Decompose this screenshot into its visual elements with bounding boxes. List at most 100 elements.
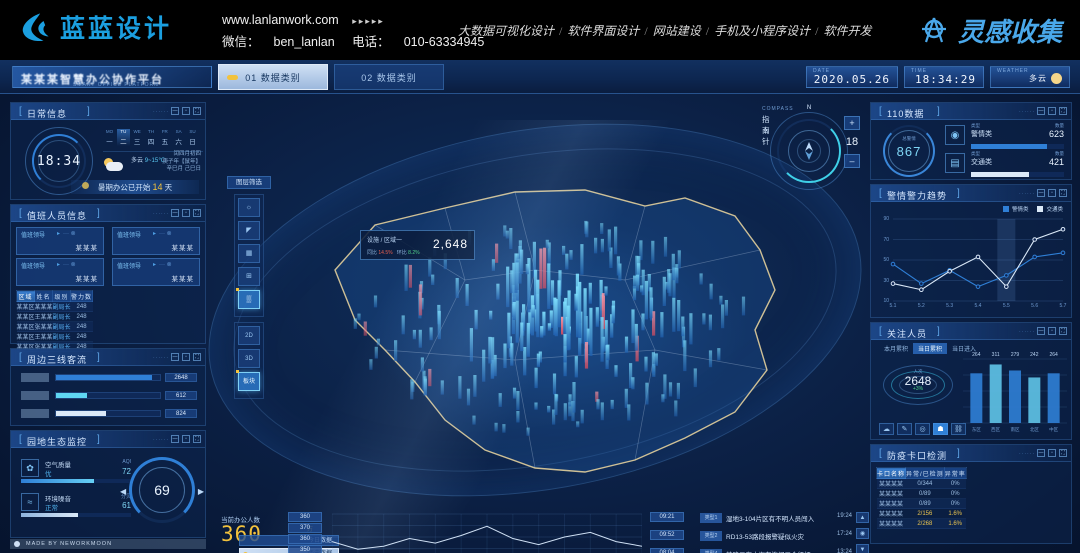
watch-tab-2[interactable]: 当日进入 (952, 347, 977, 353)
tab-data-category-01[interactable]: 01 数据类别 (218, 64, 328, 90)
minimize-icon[interactable]: — (171, 107, 179, 115)
flow-layer[interactable]: ◤ (238, 221, 260, 240)
col-header-3[interactable]: 警力数 (70, 290, 94, 302)
table-row[interactable]: 某某区 某某某 副局长 248 (16, 301, 93, 312)
col-header-1[interactable]: 姓名 (34, 290, 54, 302)
watch-tabs[interactable]: 本月累积 当日累积 当日进入 (879, 343, 981, 354)
col-header-2[interactable]: 级别 (52, 290, 72, 302)
table-row[interactable]: 某某某某 2/268 1.6% (876, 518, 967, 529)
expand-icon[interactable]: ⛶ (1059, 327, 1067, 335)
restore-icon[interactable]: ▫ (182, 107, 190, 115)
restore-icon[interactable]: ▫ (1048, 449, 1056, 457)
alert-locate[interactable]: ◉ (856, 528, 869, 539)
table-row[interactable]: 某某某某 2/156 1.6% (876, 508, 967, 519)
watch-tab-0[interactable]: 本月累积 (884, 347, 909, 353)
restore-icon[interactable]: ▫ (1048, 189, 1056, 197)
expand-icon[interactable]: ⛶ (1059, 107, 1067, 115)
weekday-3[interactable]: TH 四 (147, 129, 155, 146)
zoom-out-button[interactable]: – (844, 154, 860, 168)
minimize-icon[interactable]: — (1037, 107, 1045, 115)
minimize-icon[interactable]: — (171, 435, 179, 443)
weekday-2[interactable]: WE 三 (133, 129, 141, 146)
flow-bar-0: 2648 (21, 373, 197, 382)
minimize-icon[interactable]: — (1037, 189, 1045, 197)
service-2: 网站建设 (652, 24, 701, 38)
expand-icon[interactable]: ⛶ (1059, 189, 1067, 197)
minimize-icon[interactable]: — (171, 209, 179, 217)
district-layer[interactable]: ⊞ (238, 267, 260, 286)
person-icon[interactable]: ☗ (933, 423, 948, 435)
minimize-icon[interactable]: — (1037, 449, 1045, 457)
expand-icon[interactable]: ⛶ (193, 435, 201, 443)
restore-icon[interactable]: ▫ (182, 209, 190, 217)
watch-mini-toolbar[interactable]: ☁ ✎ ◎ ☗ ⛓ (879, 423, 966, 435)
weekday-0[interactable]: MO 一 (105, 129, 114, 146)
cloud-icon[interactable]: ☁ (879, 423, 894, 435)
duty-card-2[interactable]: 值班领导 ▸ ··· ⊗ 某某某 (16, 258, 104, 286)
tab-data-category-02[interactable]: 02 数据类别 (334, 64, 444, 90)
weekday-1[interactable]: TU 二 (116, 129, 130, 146)
lanlan-logo: 蓝蓝设计 (18, 9, 172, 45)
map-zoom-control[interactable]: + 18 – (844, 116, 860, 168)
duty-card-3[interactable]: 值班领导 ▸ ··· ⊗ 某某某 (112, 258, 200, 286)
table-row[interactable]: 某某区 王某某 副局长 248 (16, 331, 93, 342)
eco-noise-label: 环境噪音 (45, 496, 71, 503)
weekday-5[interactable]: SA 六 (175, 129, 182, 146)
header-dots-icon: ······ (153, 109, 169, 115)
restore-icon[interactable]: ▫ (1048, 327, 1056, 335)
weekday-4[interactable]: FR 五 (161, 129, 169, 146)
minimize-icon[interactable]: — (171, 353, 179, 361)
map-layer-toolbar[interactable]: 图层筛选 ☼ ◤ ▦ ⊞ ▒ 2D 3D 板块 (227, 176, 271, 399)
view-板块[interactable]: 板块 (236, 370, 260, 391)
map-3d-visualization[interactable] (215, 120, 865, 515)
table-row[interactable]: 某某区 王某某 副局长 248 (16, 311, 93, 322)
alert-item-1[interactable]: 类型2 RD13-53路段报警疑似火灾 17:24 (700, 530, 852, 542)
minimize-icon[interactable]: — (1037, 327, 1045, 335)
table-row[interactable]: 某某某某 0/344 0% (876, 478, 967, 489)
view-buttons-group[interactable]: 2D 3D 板块 (234, 322, 264, 399)
svg-text:中区: 中区 (1049, 426, 1059, 433)
alert-scroll-down[interactable]: ▼ (856, 544, 869, 553)
view-2D[interactable]: 2D (238, 326, 260, 345)
restore-icon[interactable]: ▫ (182, 353, 190, 361)
link-icon[interactable]: ⛓ (951, 423, 966, 435)
alert-item-0[interactable]: 类型1 湿地3-104片区有不明人员闯入 19:24 (700, 512, 852, 524)
chevron-right-icon: ▸ (57, 262, 61, 268)
table-row[interactable]: 某某某某 0/89 0% (876, 488, 967, 499)
target-icon[interactable]: ◎ (915, 423, 930, 435)
table-row[interactable]: 某某某某 0/89 0% (876, 498, 967, 509)
cloudy-icon (103, 157, 125, 173)
alert-item-2[interactable]: 类型4 某路口有小汽车连闯三个红灯 13:24 (700, 548, 852, 553)
expand-icon[interactable]: ⛶ (193, 353, 201, 361)
restore-icon[interactable]: ▫ (1048, 107, 1056, 115)
compass-dial[interactable]: N (770, 105, 848, 190)
temperature-range: 9~15℃ (144, 158, 165, 164)
cell-2-2: 0% (944, 498, 967, 509)
weekday-6[interactable]: SU 日 (189, 129, 196, 146)
header-dots-icon: ······ (153, 355, 169, 361)
alert-scroll-up[interactable]: ▲ (856, 512, 869, 523)
col-header-0[interactable]: 区域 (15, 290, 36, 302)
cell-4-0: 某某某某 (876, 518, 906, 529)
col-header-1[interactable]: 异常/已检测 (905, 467, 945, 479)
heat-layer[interactable]: ▒ (236, 288, 260, 309)
col-header-0[interactable]: 卡口名称 (875, 467, 907, 479)
building-layer[interactable]: ▦ (238, 244, 260, 263)
expand-icon[interactable]: ⛶ (1059, 449, 1067, 457)
view-3D[interactable]: 3D (238, 349, 260, 368)
alert-nav-buttons[interactable]: ▲ ◉ ▼ (856, 512, 870, 553)
duty-card-0[interactable]: 值班领导 ▸ ··· ⊗ 某某某 (16, 227, 104, 255)
pen-icon[interactable]: ✎ (897, 423, 912, 435)
layer-buttons-group[interactable]: ☼ ◤ ▦ ⊞ ▒ (234, 194, 264, 317)
map-container[interactable]: 设施 / 区域一 2,648 同比 14.5% 环比 8.2% N (215, 120, 865, 515)
light-layer[interactable]: ☼ (238, 198, 260, 217)
duty-card-1[interactable]: 值班领导 ▸ ··· ⊗ 某某某 (112, 227, 200, 255)
restore-icon[interactable]: ▫ (182, 435, 190, 443)
expand-icon[interactable]: ⛶ (193, 209, 201, 217)
alert-list[interactable]: 类型1 湿地3-104片区有不明人员闯入 19:24 类型2 RD13-53路段报警疑似… (700, 512, 852, 553)
col-header-2[interactable]: 异常率 (943, 467, 967, 479)
watch-tab-1[interactable]: 当日累积 (913, 343, 948, 354)
expand-icon[interactable]: ⛶ (193, 107, 201, 115)
zoom-in-button[interactable]: + (844, 116, 860, 130)
